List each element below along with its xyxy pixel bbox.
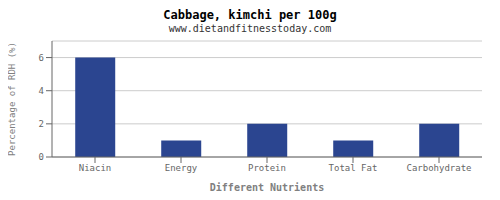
svg-text:Carbohydrate: Carbohydrate	[406, 163, 471, 173]
svg-text:Different Nutrients: Different Nutrients	[210, 182, 324, 191]
svg-text:0: 0	[39, 152, 44, 162]
svg-text:Total Fat: Total Fat	[329, 163, 378, 173]
html-text:www.dietandfitnesstoday.com: www.dietandfitnesstoday.com	[168, 23, 332, 34]
svg-text:4: 4	[39, 86, 44, 96]
svg-text:Protein: Protein	[248, 163, 286, 173]
svg-text:6: 6	[39, 53, 44, 63]
svg-text:Niacin: Niacin	[79, 163, 112, 173]
svg-text:2: 2	[39, 119, 44, 129]
html-text:Cabbage, kimchi per 100g: Cabbage, kimchi per 100g	[163, 8, 337, 22]
svg-text:Energy: Energy	[165, 163, 198, 173]
svg-text:Percentage of RDH (%): Percentage of RDH (%)	[8, 42, 17, 156]
